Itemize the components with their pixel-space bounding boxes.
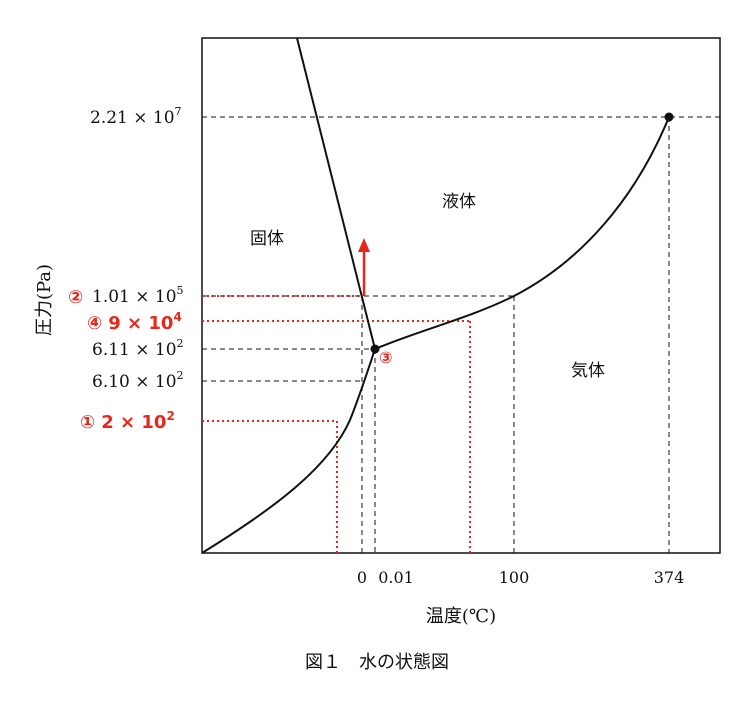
- melting-curve: [296, 37, 376, 350]
- region-liquid: 液体: [442, 192, 476, 212]
- y-tick-6-10e2: 6.10 × 102: [92, 369, 184, 392]
- critical-point: [664, 112, 674, 122]
- region-gas: 気体: [571, 361, 605, 381]
- x-tick-0: 0: [357, 568, 367, 587]
- annotation-3: ③: [379, 348, 393, 367]
- region-solid: 固体: [250, 229, 284, 249]
- annotation-lines: [202, 295, 471, 553]
- red-arrow-head: [358, 238, 370, 252]
- x-tick-0-01: 0.01: [378, 568, 414, 587]
- triple-point: [370, 344, 380, 354]
- annotation-2: ②: [68, 287, 83, 308]
- x-tick-100: 100: [499, 568, 530, 587]
- y-tick-1-01e5: 1.01 × 105: [92, 284, 184, 307]
- y-axis-label: 圧力(Pa): [34, 264, 55, 336]
- x-axis-label: 温度(℃): [426, 606, 496, 627]
- plot-frame: [201, 37, 721, 554]
- figure-caption: 図１ 水の状態図: [305, 652, 449, 673]
- y-tick-2-21e7: 2.21 × 107: [90, 105, 182, 128]
- y-tick-6-11e2: 6.11 × 102: [92, 337, 184, 360]
- sublimation-curve: [201, 348, 376, 554]
- x-tick-374: 374: [654, 568, 685, 587]
- vaporization-curve: [374, 116, 670, 350]
- reference-lines: [202, 116, 720, 553]
